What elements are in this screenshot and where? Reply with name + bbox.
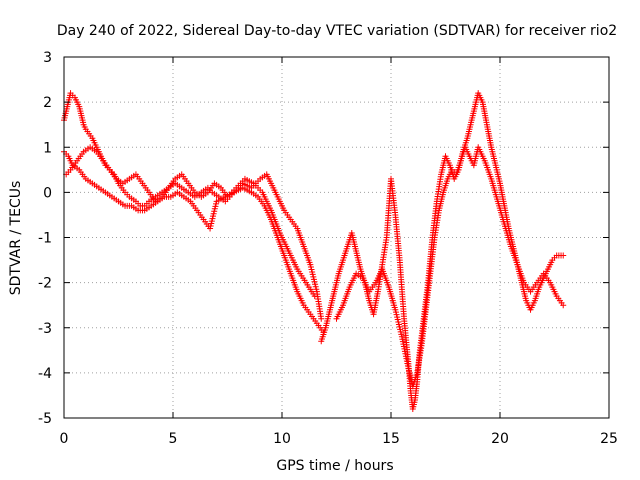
data-point <box>311 293 318 300</box>
data-point <box>318 315 325 322</box>
chart-title: Day 240 of 2022, Sidereal Day-to-day VTE… <box>57 23 617 39</box>
y-tick-label: -4 <box>38 366 52 382</box>
series-track-e <box>333 144 567 390</box>
y-tick-label: 0 <box>43 185 52 201</box>
series-track-c <box>63 144 318 300</box>
y-axis-ticks: -5 -4 -3 -2 -1 0 1 2 3 <box>38 50 609 427</box>
data-marks <box>61 90 567 412</box>
x-tick-label: 20 <box>491 431 509 447</box>
data-point <box>560 302 567 309</box>
x-axis-label: GPS time / hours <box>276 458 393 474</box>
x-tick-label: 10 <box>273 431 291 447</box>
y-tick-label: -3 <box>38 321 52 337</box>
series-track-b <box>61 148 327 336</box>
x-tick-label: 0 <box>60 431 69 447</box>
y-tick-label: 2 <box>43 95 52 111</box>
series-track-d <box>318 90 567 412</box>
x-tick-label: 5 <box>169 431 178 447</box>
x-axis-ticks: 0 5 10 15 20 25 <box>60 57 618 447</box>
y-tick-label: 1 <box>43 140 52 156</box>
y-axis-label: SDTVAR / TECUs <box>8 181 24 296</box>
y-tick-label: -2 <box>38 276 52 292</box>
y-tick-label: 3 <box>43 50 52 66</box>
data-point <box>560 252 567 259</box>
y-tick-label: -1 <box>38 231 52 247</box>
x-tick-label: 25 <box>600 431 618 447</box>
y-tick-label: -5 <box>38 411 52 427</box>
grid-lines <box>64 57 609 418</box>
x-tick-label: 15 <box>382 431 400 447</box>
